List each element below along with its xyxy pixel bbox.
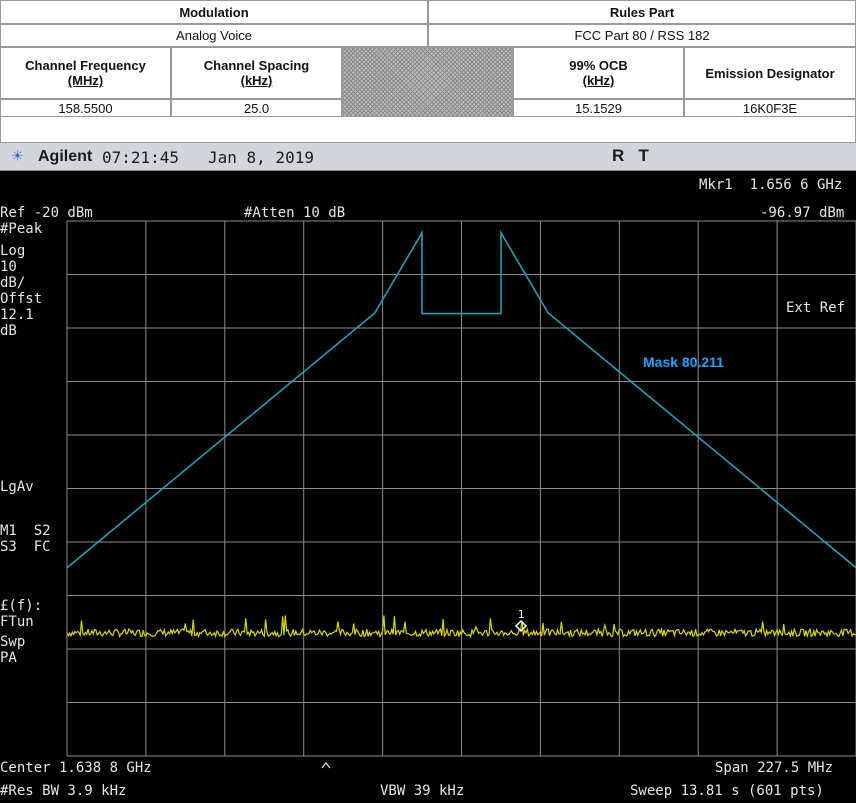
sweep-time: Sweep 13.81 s (601 pts): [630, 783, 824, 799]
channel-frequency-unit: (MHz): [67, 73, 104, 88]
graticule: [66, 220, 856, 757]
offset-value: 12.1: [0, 307, 34, 323]
marker-readout-frequency: Mkr1 1.656 6 GHz: [699, 177, 843, 193]
trace-modes-1: M1 S2: [0, 523, 51, 539]
spectrum-plot: 1: [66, 220, 856, 769]
channel-spacing-header: Channel Spacing (kHz): [171, 47, 342, 99]
average-type: LgAv: [0, 479, 34, 495]
channel-frequency-header-label: Channel Frequency: [25, 58, 146, 73]
attenuation: #Atten 10 dB: [244, 205, 346, 221]
channel-frequency-value: 158.5500: [0, 99, 171, 117]
offset-label: Offst: [0, 291, 43, 307]
rules-part-header: Rules Part: [428, 0, 856, 24]
correction-label: £(f):: [0, 598, 43, 614]
clock-date: Jan 8, 2019: [208, 148, 314, 167]
detector-peak: #Peak: [0, 221, 43, 237]
modulation-value: Analog Voice: [0, 24, 428, 47]
ocb-value: 15.1529: [513, 99, 684, 117]
marker-diamond-icon: [514, 619, 528, 633]
mask-line: [66, 229, 856, 569]
marker-1: 1: [514, 608, 528, 633]
ocb-header-label: 99% OCB: [569, 58, 628, 73]
marker-number: 1: [518, 608, 525, 621]
scale-log: Log: [0, 243, 26, 259]
analyzer-title-bar: ☀ Agilent 07:21:45 Jan 8, 2019 R T: [0, 143, 856, 171]
span: Span 227.5 MHz: [715, 760, 834, 776]
channel-spacing-unit: (kHz): [240, 73, 273, 88]
sweep-mode-label: Swp: [0, 634, 26, 650]
mask-label: Mask 80.211: [643, 354, 724, 370]
rules-part-value: FCC Part 80 / RSS 182: [428, 24, 856, 47]
emission-designator-value: 16K0F3E: [684, 99, 856, 117]
reference-level: Ref -20 dBm: [0, 205, 93, 221]
channel-frequency-header: Channel Frequency (MHz): [0, 47, 171, 99]
marker-readout-amplitude: -96.97 dBm: [760, 205, 845, 221]
scale-unit: dB/: [0, 275, 26, 291]
modulation-header: Modulation: [0, 0, 428, 24]
pa-label: PA: [0, 650, 17, 666]
trace-modes-2: S3 FC: [0, 539, 51, 555]
ocb-header: 99% OCB (kHz): [513, 47, 684, 99]
offset-unit: dB: [0, 323, 17, 339]
analyzer-screen: 1 Mkr1 1.656 6 GHz Ref -20 dBm #Atten 10…: [0, 171, 856, 803]
center-frequency: Center 1.638 8 GHz: [0, 760, 152, 776]
video-bandwidth: VBW 39 kHz: [380, 783, 465, 799]
channel-spacing-header-label: Channel Spacing: [203, 58, 310, 73]
clock-time: 07:21:45: [102, 148, 180, 167]
info-table: Modulation Rules Part Analog Voice FCC P…: [0, 0, 856, 143]
brand-label: Agilent: [38, 148, 93, 165]
ocb-unit: (kHz): [582, 73, 615, 88]
channel-spacing-value: 25.0: [171, 99, 342, 117]
ftun-label: FTun: [0, 614, 34, 630]
scale-value: 10: [0, 259, 17, 275]
hatched-blank-cell: [342, 47, 513, 117]
emission-designator-header: Emission Designator: [684, 47, 856, 99]
caret-up-icon: [321, 762, 331, 769]
ext-ref-label: Ext Ref: [786, 300, 846, 316]
spectrum-trace: [66, 615, 856, 639]
table-spacer: [0, 117, 856, 143]
resolution-bandwidth: #Res BW 3.9 kHz: [0, 783, 127, 799]
status-indicator: R T: [612, 146, 649, 165]
sun-icon: ☀: [12, 146, 23, 167]
